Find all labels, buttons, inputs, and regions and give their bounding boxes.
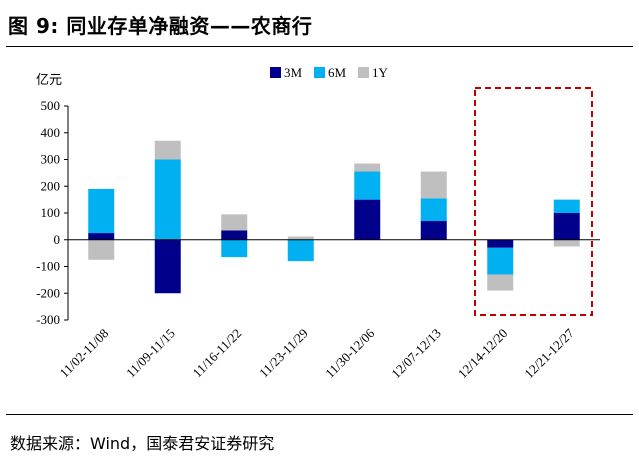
- bar-3m-0: [88, 233, 115, 240]
- chart: 亿元 3M 6M 1Y 500 400 300 200 100 0 -100 -200 -300 1…: [36, 65, 600, 382]
- y-tick-label: 300: [41, 152, 61, 167]
- bars: [88, 140, 580, 294]
- figure-title: 图 9: 同业存单净融资——农商行: [8, 14, 313, 38]
- y-tick-label: 400: [41, 125, 61, 140]
- legend-label-6m: 6M: [328, 65, 347, 80]
- source-rule: [6, 414, 633, 415]
- bar-3m-1: [154, 239, 181, 294]
- bar-3m-2: [221, 230, 248, 240]
- bar-3m-5: [420, 221, 447, 240]
- y-tick-label: 200: [41, 178, 61, 193]
- x-tick-label: 12/14-12/20: [455, 326, 511, 382]
- y-tick-label: -100: [36, 259, 60, 274]
- x-tick-label: 12/07-12/13: [388, 326, 444, 382]
- bar-3m-7: [553, 213, 580, 240]
- bar-1y-1: [154, 140, 181, 160]
- x-tick-label: 12/21-12/27: [521, 325, 577, 381]
- source-note: 数据来源：Wind，国泰君安证券研究: [10, 434, 275, 453]
- x-tick-label: 11/30-12/06: [322, 325, 378, 381]
- x-axis: 11/02-11/08 11/09-11/15 11/16-11/22 11/23-1…: [57, 239, 600, 382]
- highlight-box: [474, 87, 593, 316]
- bar-1y-0: [88, 239, 115, 260]
- legend-swatch-3m: [270, 67, 281, 78]
- y-tick-label: -300: [36, 312, 60, 327]
- y-tick-label: 100: [41, 205, 61, 220]
- x-tick-label: 11/23-11/29: [256, 326, 311, 381]
- bar-3m-4: [354, 199, 381, 240]
- highlight-dashed-box: [474, 87, 593, 316]
- bar-3m-6: [487, 239, 514, 248]
- bar-1y-4: [354, 163, 381, 172]
- legend-swatch-1y: [358, 67, 369, 78]
- bar-6m-3: [287, 239, 314, 262]
- bar-6m-5: [420, 198, 447, 222]
- x-tick-label: 11/16-11/22: [190, 326, 245, 381]
- bar-6m-6: [487, 247, 514, 275]
- bar-1y-3: [287, 236, 314, 240]
- bar-6m-1: [154, 159, 181, 240]
- bar-1y-2: [221, 214, 248, 231]
- y-tick-label: 0: [54, 232, 61, 247]
- bar-6m-7: [553, 199, 580, 213]
- x-tick-label: 11/09-11/15: [123, 326, 178, 381]
- y-tick-label: -200: [36, 285, 60, 300]
- legend-swatch-6m: [314, 67, 325, 78]
- x-tick-label: 11/02-11/08: [57, 326, 112, 381]
- legend-label-1y: 1Y: [372, 65, 389, 80]
- y-unit-label: 亿元: [36, 73, 62, 88]
- bar-1y-7: [553, 239, 580, 247]
- bar-1y-5: [420, 171, 447, 199]
- bar-6m-4: [354, 171, 381, 200]
- legend-label-3m: 3M: [284, 65, 303, 80]
- bar-6m-0: [88, 188, 115, 234]
- bar-6m-2: [221, 239, 248, 258]
- y-tick-label: 500: [41, 98, 61, 113]
- title-rule: [6, 46, 633, 47]
- y-axis: 500 400 300 200 100 0 -100 -200 -300: [36, 98, 69, 327]
- bar-1y-6: [487, 274, 514, 291]
- legend: 3M 6M 1Y: [270, 65, 389, 80]
